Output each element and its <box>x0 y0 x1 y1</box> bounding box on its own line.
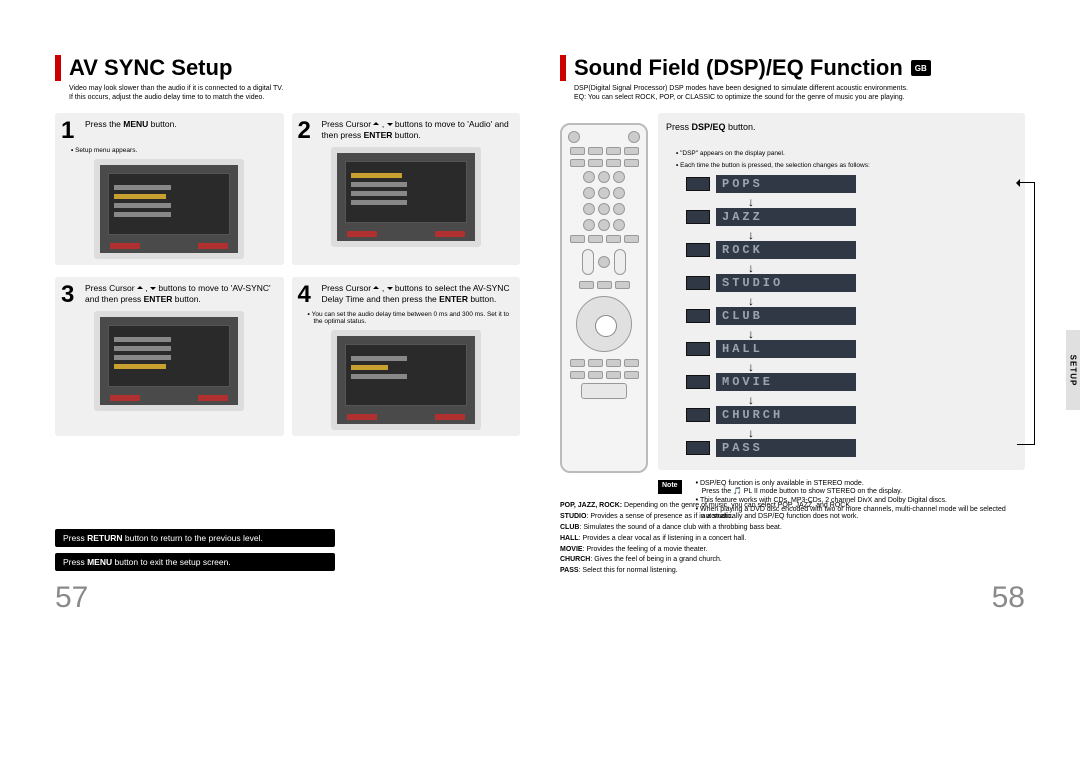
step-text: Press the MENU button. <box>85 119 177 143</box>
dsp-tag-icon <box>686 375 710 389</box>
title-bar-right: Sound Field (DSP)/EQ Function GB <box>560 55 1025 81</box>
mode-row: CHURCH <box>686 406 1017 424</box>
step-bullet: You can set the audio delay time between… <box>308 311 515 325</box>
mode-description-line: CLUB: Simulates the sound of a dance clu… <box>560 523 1000 533</box>
side-tab: SETUP <box>1066 330 1080 410</box>
mode-description-line: MOVIE: Provides the feeling of a movie t… <box>560 545 1000 555</box>
mode-row: MOVIE <box>686 373 1017 391</box>
mode-description-line: CHURCH: Gives the feel of being in a gra… <box>560 555 1000 565</box>
tv-screenshot <box>331 147 481 247</box>
mode-row: ROCK <box>686 241 1017 259</box>
red-tab-icon <box>560 55 566 81</box>
mode-row: HALL <box>686 340 1017 358</box>
dpad-icon <box>576 296 632 352</box>
dsp-tag-icon <box>686 276 710 290</box>
side-tab-label: SETUP <box>1069 354 1078 386</box>
step-text: Press Cursor , buttons to move to 'Audio… <box>322 119 515 143</box>
step-bullet: Setup menu appears. <box>71 147 278 154</box>
step-text: Press Cursor , buttons to move to 'AV-SY… <box>85 283 278 307</box>
page-left: AV SYNC Setup Video may look slower than… <box>55 55 540 615</box>
title-bar-left: AV SYNC Setup <box>55 55 520 81</box>
mode-label: STUDIO <box>716 274 856 292</box>
mode-label: HALL <box>716 340 856 358</box>
mode-row: JAZZ <box>686 208 1017 226</box>
step-num: 4 <box>298 283 316 307</box>
mode-row: CLUB <box>686 307 1017 325</box>
arrow-down-icon: ↓ <box>748 229 1017 241</box>
dsp-tag-icon <box>686 243 710 257</box>
dsp-bullet: Each time the button is pressed, the sel… <box>676 162 1017 169</box>
arrow-down-icon: ↓ <box>748 361 1017 373</box>
dsp-tag-icon <box>686 210 710 224</box>
arrow-down-icon: ↓ <box>748 295 1017 307</box>
step-num: 1 <box>61 119 79 143</box>
mode-label: CLUB <box>716 307 856 325</box>
subtitle-right: DSP(Digital Signal Processor) DSP modes … <box>574 85 1025 103</box>
arrow-down-icon: ↓ <box>748 394 1017 406</box>
dsp-step-box: Press DSP/EQ button. "DSP" appears on th… <box>658 113 1025 470</box>
step-num: 2 <box>298 119 316 143</box>
dsp-tag-icon <box>686 309 710 323</box>
page-title: Sound Field (DSP)/EQ Function <box>574 55 903 81</box>
page-right: Sound Field (DSP)/EQ Function GB DSP(Dig… <box>540 55 1025 615</box>
arrow-down-icon: ↓ <box>748 328 1017 340</box>
loop-arrow-icon <box>1017 182 1035 445</box>
page-number: 58 <box>992 581 1025 615</box>
gb-badge: GB <box>911 60 931 76</box>
mode-description-line: HALL: Provides a clear vocal as if liste… <box>560 534 1000 544</box>
mode-label: MOVIE <box>716 373 856 391</box>
mode-label: CHURCH <box>716 406 856 424</box>
mode-row: STUDIO <box>686 274 1017 292</box>
dsp-instruction: Press DSP/EQ button. <box>666 121 1017 133</box>
mode-description-line: PASS: Select this for normal listening. <box>560 566 1000 576</box>
page-title: AV SYNC Setup <box>69 55 232 81</box>
mode-label: POPS <box>716 175 856 193</box>
dsp-bullets: "DSP" appears on the display panel. Each … <box>666 150 1017 169</box>
step-1: 1 Press the MENU button. Setup menu appe… <box>55 113 284 265</box>
arrow-down-icon: ↓ <box>748 262 1017 274</box>
mode-label: PASS <box>716 439 856 457</box>
dsp-tag-icon <box>686 342 710 356</box>
tip-return: Press RETURN button to return to the pre… <box>55 529 335 547</box>
steps-grid: 1 Press the MENU button. Setup menu appe… <box>55 113 520 436</box>
step-3: 3 Press Cursor , buttons to move to 'AV-… <box>55 277 284 436</box>
step-4: 4 Press Cursor , buttons to select the A… <box>292 277 521 436</box>
arrow-down-icon: ↓ <box>748 427 1017 439</box>
mode-description-line: STUDIO: Provides a sense of presence as … <box>560 512 1000 522</box>
mode-descriptions: POP, JAZZ, ROCK: Depending on the genre … <box>560 501 1000 577</box>
dsp-tag-icon <box>686 441 710 455</box>
step-text: Press Cursor , buttons to select the AV-… <box>322 283 515 307</box>
arrow-down-icon: ↓ <box>748 196 1017 208</box>
tv-screenshot <box>94 159 244 259</box>
note-item: DSP/EQ function is only available in STE… <box>696 480 1025 495</box>
tv-screenshot <box>94 311 244 411</box>
mode-list: POPS↓ JAZZ↓ ROCK↓ STUDIO↓ CLUB↓ HALL↓ MO… <box>686 175 1017 457</box>
mode-description-line: POP, JAZZ, ROCK: Depending on the genre … <box>560 501 1000 511</box>
mode-label: ROCK <box>716 241 856 259</box>
mode-row: PASS <box>686 439 1017 457</box>
mode-label: JAZZ <box>716 208 856 226</box>
bottom-tips: Press RETURN button to return to the pre… <box>55 529 540 577</box>
dsp-bullet: "DSP" appears on the display panel. <box>676 150 1017 157</box>
mode-row: POPS <box>686 175 1017 193</box>
step-num: 3 <box>61 283 79 307</box>
tv-screenshot <box>331 330 481 430</box>
subtitle-left: Video may look slower than the audio if … <box>69 85 520 103</box>
remote-control-illustration <box>560 123 648 473</box>
page-number: 57 <box>55 581 88 615</box>
step-2: 2 Press Cursor , buttons to move to 'Aud… <box>292 113 521 265</box>
red-tab-icon <box>55 55 61 81</box>
dsp-tag-icon <box>686 408 710 422</box>
dsp-tag-icon <box>686 177 710 191</box>
tip-menu: Press MENU button to exit the setup scre… <box>55 553 335 571</box>
note-label: Note <box>658 480 682 494</box>
